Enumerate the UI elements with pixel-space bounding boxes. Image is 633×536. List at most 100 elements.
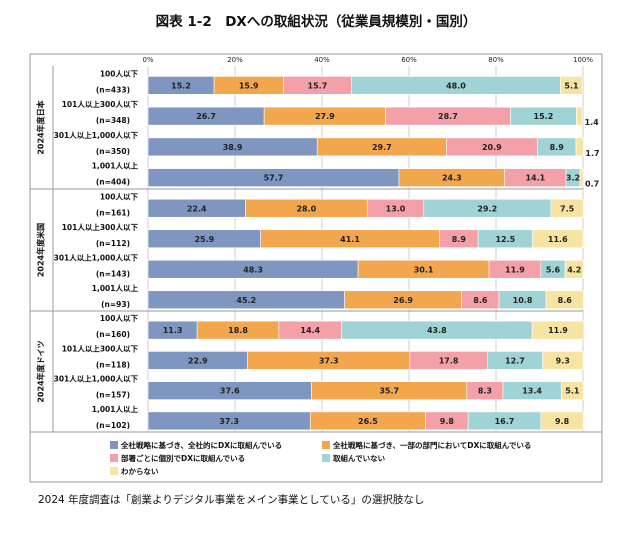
data-label: 11.9 (548, 326, 568, 335)
data-label: 3.2 (566, 174, 580, 183)
data-label: 1.7 (585, 149, 599, 158)
group-label: 2024年度ドイツ (36, 340, 46, 402)
data-label: 25.9 (194, 235, 214, 244)
data-label: 11.6 (548, 235, 568, 244)
data-label: 57.7 (264, 174, 284, 183)
category-label: 301人以上1,000人以下 (54, 374, 139, 384)
x-tick-label: 20% (227, 56, 243, 64)
bar-segment (545, 290, 584, 310)
x-tick-label: 40% (314, 56, 330, 64)
bar-segment (542, 351, 584, 370)
data-label: 7.5 (560, 204, 575, 213)
category-n-label: (n=112) (96, 239, 130, 248)
chart-frame (29, 53, 603, 483)
data-label: 38.9 (223, 143, 243, 152)
x-tick-label: 100% (573, 56, 593, 64)
bar-segment (575, 137, 584, 157)
bar-segment (560, 76, 583, 95)
data-label: 22.9 (188, 356, 208, 365)
data-label: 12.7 (505, 356, 525, 365)
data-label: 1.4 (585, 118, 600, 127)
category-label: 100人以下 (100, 314, 139, 323)
data-label: 15.2 (534, 112, 554, 121)
legend-swatch (110, 467, 118, 475)
data-label: 45.2 (236, 296, 256, 305)
bar-segment (579, 168, 584, 187)
bars: 15.2 15.9 15.7 48.0 5.1 26.7 27.9 28.7 15.2 1.4 38… (147, 76, 600, 431)
category-n-label: (n=161) (96, 208, 130, 217)
category-label: 301人以上1,000人以下 (54, 252, 139, 262)
data-label: 30.1 (414, 265, 434, 274)
legend-label: 部署ごとに個別でDXに取組んでいる (121, 453, 245, 463)
category-n-label: (n=118) (96, 360, 130, 369)
legend-swatch (322, 454, 330, 462)
data-label: 48.3 (243, 265, 263, 274)
data-label: 9.3 (556, 356, 570, 365)
category-n-label: (n=350) (96, 147, 130, 156)
legend-label: 全社戦略に基づき、一部の部門においてDXに取組んでいる (332, 440, 531, 450)
data-label: 8.3 (478, 387, 492, 396)
data-label: 14.1 (525, 174, 545, 183)
category-n-label: (n=93) (101, 300, 130, 309)
x-tick-label: 60% (401, 56, 417, 64)
group-label: 2024年度米国 (36, 223, 46, 277)
bar-segment (531, 320, 585, 340)
data-label: 13.0 (386, 204, 406, 213)
data-label: 29.2 (477, 204, 497, 213)
data-label: 29.7 (372, 143, 392, 152)
bar-segment (550, 198, 584, 218)
data-label: 48.0 (446, 81, 466, 90)
data-label: 5.1 (565, 387, 580, 396)
legend-swatch (110, 441, 118, 449)
bar-segment (532, 229, 584, 249)
category-n-label: (n=160) (96, 330, 130, 339)
data-label: 37.6 (220, 387, 240, 396)
category-labels: 100人以下 (n=433) 101人以上300人以下 (n=348) 301人以上1,… (54, 69, 139, 430)
data-label: 43.8 (427, 326, 447, 335)
data-label: 24.3 (442, 174, 462, 183)
data-label: 12.5 (495, 235, 515, 244)
bar-segment (576, 106, 583, 126)
bar-segment (564, 259, 584, 279)
category-label: 101人以上300人以下 (62, 343, 139, 353)
data-label: 9.8 (555, 417, 570, 426)
data-label: 13.4 (522, 387, 542, 396)
data-label: 4.2 (567, 265, 581, 274)
group-labels: 2024年度日本 2024年度米国 2024年度ドイツ (30, 66, 583, 432)
data-label: 15.7 (308, 81, 328, 90)
data-label: 41.1 (340, 235, 360, 244)
data-label: 18.8 (228, 326, 248, 335)
category-n-label: (n=102) (96, 421, 130, 430)
data-label: 28.0 (296, 204, 316, 213)
category-label: 1,001人以上 (92, 283, 139, 293)
category-label: 101人以上300人以下 (62, 222, 139, 232)
footnote: 2024 年度調査は「創業よりデジタル事業をメイン事業としている」の選択肢なし (38, 494, 425, 506)
data-label: 15.9 (239, 81, 259, 90)
data-label: 8.6 (558, 296, 573, 305)
data-label: 37.3 (219, 417, 239, 426)
data-label: 10.8 (513, 296, 533, 305)
data-label: 37.3 (319, 356, 339, 365)
data-label: 26.5 (358, 417, 378, 426)
category-label: 1,001人以上 (92, 404, 139, 414)
legend-label: 取組んでいない (333, 453, 386, 463)
category-label: 1,001人以上 (92, 161, 139, 171)
category-n-label: (n=433) (96, 85, 130, 94)
category-n-label: (n=404) (96, 178, 130, 187)
category-label: 100人以下 (100, 192, 139, 201)
data-label: 20.9 (482, 143, 502, 152)
category-n-label: (n=348) (96, 116, 130, 125)
category-n-label: (n=157) (96, 391, 130, 400)
grid-layer (147, 66, 584, 432)
legend-label: わからない (121, 467, 159, 476)
data-label: 5.1 (564, 81, 579, 90)
x-tick-label: 0% (142, 56, 153, 64)
category-label: 101人以上300人以下 (62, 99, 139, 109)
data-label: 11.9 (505, 265, 525, 274)
data-label: 14.4 (300, 326, 320, 335)
legend-swatch (322, 441, 330, 449)
bar-segment (540, 411, 584, 431)
data-label: 22.4 (187, 204, 207, 213)
data-label: 35.7 (379, 387, 399, 396)
data-label: 16.7 (495, 417, 515, 426)
